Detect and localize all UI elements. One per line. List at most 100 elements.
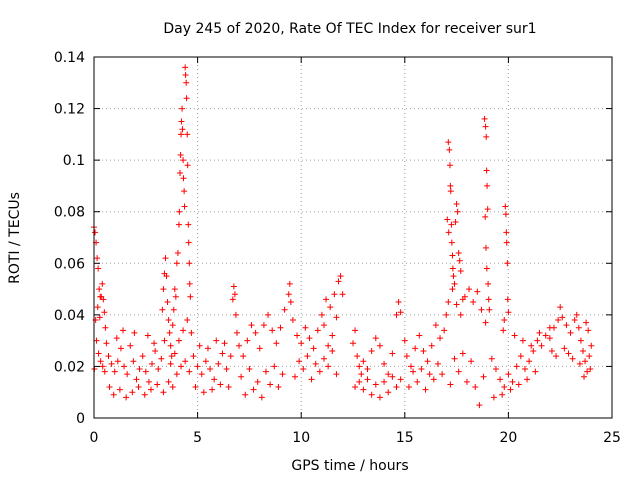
data-point: [555, 317, 562, 324]
data-point: [161, 337, 168, 344]
data-point: [279, 371, 286, 378]
data-point: [453, 301, 460, 308]
data-point: [129, 389, 136, 396]
data-point: [503, 239, 510, 246]
data-point: [306, 335, 313, 342]
data-point: [114, 358, 121, 365]
x-tick-label: 0: [90, 430, 99, 446]
data-point: [459, 296, 466, 303]
data-point: [445, 298, 452, 305]
x-tick-label: 5: [193, 430, 202, 446]
data-point: [476, 402, 483, 409]
data-point: [449, 286, 456, 293]
data-point: [333, 371, 340, 378]
data-point: [335, 278, 342, 285]
data-point: [181, 188, 188, 195]
data-point: [389, 350, 396, 357]
data-point: [110, 391, 117, 398]
data-point: [323, 296, 330, 303]
data-point: [217, 381, 224, 388]
data-point: [528, 342, 535, 349]
plot-frame: [93, 56, 613, 419]
data-point: [581, 373, 588, 380]
data-point: [94, 255, 101, 262]
data-point: [422, 386, 429, 393]
data-point: [393, 384, 400, 391]
data-point: [95, 350, 102, 357]
data-point: [186, 368, 193, 375]
data-point: [482, 123, 489, 130]
x-tick-label: 20: [499, 430, 517, 446]
data-point: [430, 376, 437, 383]
data-point: [267, 381, 274, 388]
data-point: [136, 366, 143, 373]
chart-title: Day 245 of 2020, Rate Of TEC Index for r…: [163, 21, 536, 37]
data-point: [168, 353, 175, 360]
data-point: [121, 363, 128, 370]
data-point: [443, 311, 450, 318]
data-point: [502, 211, 509, 218]
data-point: [538, 342, 545, 349]
data-point: [455, 249, 462, 256]
data-point: [262, 368, 269, 375]
data-point: [482, 213, 489, 220]
data-point: [454, 208, 461, 215]
data-point: [583, 319, 590, 326]
data-point: [169, 384, 176, 391]
data-point: [481, 115, 488, 122]
data-point: [573, 311, 580, 318]
data-point: [159, 306, 166, 313]
data-point: [565, 350, 572, 357]
data-point: [485, 280, 492, 287]
data-point: [178, 363, 185, 370]
data-point: [579, 347, 586, 354]
data-point: [329, 332, 336, 339]
data-point: [135, 384, 142, 391]
data-point: [503, 229, 510, 236]
data-point: [456, 257, 463, 264]
data-point: [184, 317, 191, 324]
data-point: [507, 386, 514, 393]
data-point: [180, 175, 187, 182]
data-point: [265, 311, 272, 318]
data-point: [483, 167, 490, 174]
data-point: [445, 229, 452, 236]
data-point: [246, 366, 253, 373]
data-point: [451, 280, 458, 287]
data-point: [155, 366, 162, 373]
data-point: [561, 345, 568, 352]
data-point: [364, 376, 371, 383]
data-point: [298, 340, 305, 347]
data-point: [183, 95, 190, 102]
data-point: [571, 317, 578, 324]
data-point: [468, 358, 475, 365]
x-tick-label: 25: [603, 430, 621, 446]
data-point: [178, 118, 185, 125]
data-point: [287, 298, 294, 305]
data-point: [166, 329, 173, 336]
y-tick-labels: 0 0.02 0.04 0.06 0.08 0.1 0.12 0.14: [54, 50, 85, 427]
data-point: [207, 366, 214, 373]
data-point: [186, 280, 193, 287]
data-point: [180, 327, 187, 334]
data-point: [447, 188, 454, 195]
data-point: [105, 353, 112, 360]
data-point: [356, 378, 363, 385]
data-point: [180, 157, 187, 164]
data-point: [130, 358, 137, 365]
data-point: [354, 353, 361, 360]
data-point: [123, 394, 130, 401]
data-point: [256, 345, 263, 352]
y-tick-label: 0.12: [54, 102, 85, 118]
data-point: [145, 378, 152, 385]
data-point: [99, 363, 106, 370]
data-point: [223, 366, 230, 373]
data-point: [492, 366, 499, 373]
data-point: [96, 314, 103, 321]
data-point: [286, 280, 293, 287]
data-point: [318, 311, 325, 318]
data-point: [184, 131, 191, 138]
data-point: [557, 304, 564, 311]
data-point: [483, 133, 490, 140]
